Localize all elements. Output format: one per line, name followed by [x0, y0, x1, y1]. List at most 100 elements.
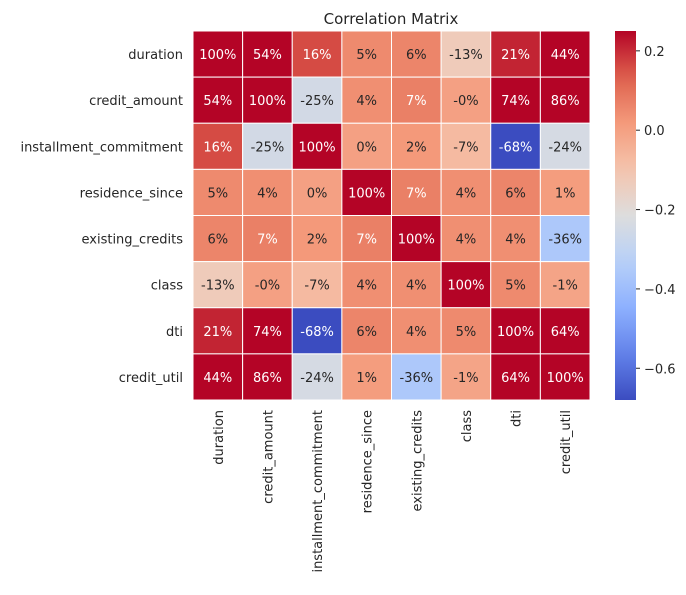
heatmap-cell: [242, 30, 293, 78]
colorbar-tick-label: −0.4: [644, 283, 676, 298]
cell-annotation: 100%: [497, 325, 534, 340]
cell-annotation: 2%: [307, 233, 328, 248]
heatmap-cell: [291, 30, 343, 78]
row-label: installment_commitment: [20, 140, 183, 155]
cell-annotation: -13%: [201, 279, 235, 294]
column-label: class: [460, 410, 475, 442]
cell-annotation: 4%: [257, 186, 278, 201]
cell-annotation: 5%: [456, 325, 477, 340]
cell-annotation: -25%: [300, 94, 334, 109]
cell-annotation: -24%: [300, 371, 334, 386]
cell-annotation: 100%: [348, 186, 385, 201]
row-label: duration: [128, 48, 183, 63]
cell-annotation: -24%: [548, 140, 582, 155]
heatmap-cell: [391, 307, 442, 355]
heatmap-cell: [440, 353, 492, 401]
cell-annotation: -1%: [453, 371, 478, 386]
cell-annotation: 44%: [203, 371, 232, 386]
heatmap-cell: [291, 353, 343, 401]
heatmap-cell: [341, 122, 392, 170]
colorbar-tick-label: 0.2: [644, 45, 665, 60]
heatmap-cell: [192, 307, 244, 355]
cell-annotation: 100%: [298, 140, 335, 155]
cell-annotation: -36%: [400, 371, 434, 386]
heatmap-cell: [539, 122, 591, 170]
heatmap-cell: [539, 307, 591, 355]
cell-annotation: -13%: [449, 48, 483, 63]
row-labels: duration credit_amount installment_commitm…: [20, 48, 183, 386]
column-label: credit_amount: [261, 410, 276, 504]
cell-annotation: 16%: [203, 140, 232, 155]
cell-annotation: 7%: [406, 94, 427, 109]
heatmap-cell: [490, 122, 541, 170]
heatmap-cell: [440, 76, 492, 124]
cell-annotation: -0%: [453, 94, 478, 109]
colorbar-tick-label: 0.0: [644, 124, 665, 139]
row-label: credit_util: [119, 371, 183, 386]
heatmap-cell: [391, 353, 442, 401]
cell-annotation: 4%: [356, 94, 377, 109]
heatmap-cell: [440, 261, 492, 309]
heatmap-cell: [391, 122, 442, 170]
heatmap-cell: [291, 261, 343, 309]
cell-annotation: 7%: [406, 186, 427, 201]
heatmap-cell: [192, 122, 244, 170]
heatmap-cell: [341, 76, 392, 124]
heatmap-cell: [242, 307, 293, 355]
colorbar-ticks: 0.2 0.0 −0.2 −0.4 −0.6: [636, 45, 676, 377]
heatmap-cell: [539, 261, 591, 309]
heatmap-cell: [539, 353, 591, 401]
cell-annotation: 2%: [406, 140, 427, 155]
heatmap-cell: [242, 76, 293, 124]
cell-annotation: 74%: [501, 94, 530, 109]
heatmap-cell: [391, 215, 442, 263]
cell-annotation: 0%: [356, 140, 377, 155]
heatmap-cell: [539, 76, 591, 124]
cell-annotation: 5%: [505, 279, 526, 294]
cell-annotation: -68%: [499, 140, 533, 155]
cell-annotation: -68%: [300, 325, 334, 340]
column-label: existing_credits: [410, 410, 425, 512]
heatmap-cell: [440, 30, 492, 78]
cell-annotation: 4%: [505, 233, 526, 248]
cell-annotation: 4%: [456, 233, 477, 248]
column-label: credit_util: [559, 410, 574, 474]
heatmap-cell: [539, 30, 591, 78]
colorbar-tick-label: −0.2: [644, 204, 676, 219]
cell-annotation: 6%: [356, 325, 377, 340]
cell-annotation: 64%: [501, 371, 530, 386]
heatmap-cell: [242, 122, 293, 170]
column-label: residence_since: [361, 410, 376, 513]
cell-annotation: 4%: [356, 279, 377, 294]
chart-title: Correlation Matrix: [324, 10, 459, 28]
heatmap-cell: [291, 122, 343, 170]
colorbar-tick-label: −0.6: [644, 362, 676, 377]
cell-annotation: 64%: [551, 325, 580, 340]
cell-annotation: 100%: [398, 233, 435, 248]
cell-annotation: -7%: [453, 140, 478, 155]
cell-annotation: -7%: [304, 279, 329, 294]
heatmap-cell: [440, 122, 492, 170]
cell-annotation: 16%: [303, 48, 332, 63]
row-label: class: [151, 279, 183, 294]
cell-annotation: 54%: [253, 48, 282, 63]
cell-annotation: 44%: [551, 48, 580, 63]
heatmap-cell: [291, 307, 343, 355]
cell-annotation: -25%: [251, 140, 285, 155]
cell-annotation: 1%: [555, 186, 576, 201]
column-label: installment_commitment: [311, 410, 326, 573]
heatmap-cell: [539, 215, 591, 263]
row-label: residence_since: [80, 186, 183, 201]
cell-annotation: 100%: [249, 94, 286, 109]
cell-annotation: 4%: [456, 186, 477, 201]
heatmap-cell: [291, 168, 343, 216]
heatmap-cell: [242, 261, 293, 309]
heatmap-cell: [341, 168, 392, 216]
cell-annotation: 6%: [208, 233, 229, 248]
row-label: credit_amount: [89, 94, 183, 109]
colorbar: 0.2 0.0 −0.2 −0.4 −0.6: [615, 31, 676, 400]
heatmap-cell: [192, 353, 244, 401]
row-label: dti: [166, 325, 183, 340]
cell-annotation: 100%: [447, 279, 484, 294]
